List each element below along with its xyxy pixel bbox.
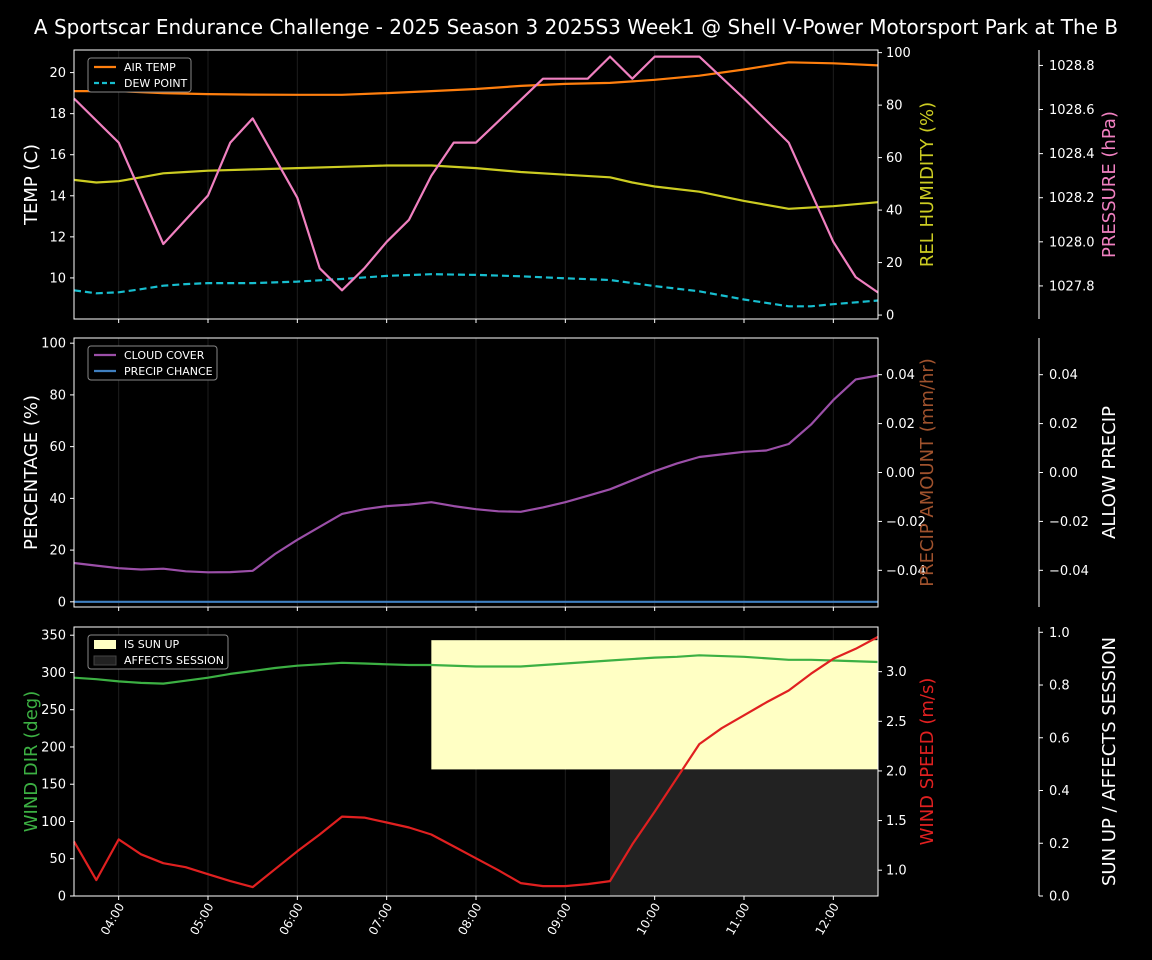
y-tick-label: 150 (41, 778, 66, 793)
y-tick-label: 10 (49, 271, 66, 286)
legend-label: IS SUN UP (124, 638, 180, 651)
y-axis-label: PERCENTAGE (%) (21, 395, 42, 550)
y3-axis-label: PRESSURE (hPa) (1099, 111, 1120, 258)
y3-tick-label: 0.0 (1049, 890, 1070, 905)
x-tick-label: 10:00 (634, 901, 663, 938)
y-tick-label: 40 (49, 492, 66, 507)
y3-tick-label: 1.0 (1049, 626, 1070, 641)
legend-label: AIR TEMP (124, 61, 176, 74)
x-tick-label: 11:00 (723, 901, 752, 938)
y3-tick-label: 1028.6 (1049, 103, 1095, 118)
x-tick-label: 05:00 (187, 901, 216, 938)
legend-label: AFFECTS SESSION (124, 654, 224, 667)
legend-label: PRECIP CHANCE (124, 365, 213, 378)
series-air-temp (74, 61, 879, 96)
y2-tick-label: 20 (886, 256, 903, 271)
y3-tick-label: 1028.4 (1049, 147, 1095, 162)
y3-tick-label: 1028.8 (1049, 59, 1095, 74)
y2-tick-label: 2.5 (886, 715, 907, 730)
y2-tick-label: 40 (886, 204, 903, 219)
y-tick-label: 0 (58, 890, 66, 905)
y2-tick-label: 0.02 (886, 417, 915, 432)
series-dew-point (73, 273, 879, 308)
series-rel-humidity (73, 164, 879, 210)
y-tick-label: 350 (41, 629, 66, 644)
y2-axis-label: REL HUMIDITY (%) (917, 102, 938, 267)
y-tick-label: 12 (49, 230, 66, 245)
y3-tick-label: 1028.2 (1049, 191, 1095, 206)
region-affects-session (610, 769, 878, 896)
x-tick-label: 08:00 (455, 901, 484, 938)
y2-tick-label: 0.04 (886, 368, 915, 383)
y-tick-label: 20 (49, 66, 66, 81)
y2-tick-label: −0.04 (886, 564, 926, 579)
y2-tick-label: 80 (886, 99, 903, 114)
series-pressure (73, 55, 879, 294)
legend-label: DEW POINT (124, 77, 188, 90)
y2-tick-label: 1.0 (886, 864, 907, 879)
y3-tick-label: 0.02 (1049, 417, 1078, 432)
y2-tick-label: 60 (886, 151, 903, 166)
x-tick-label: 07:00 (366, 901, 395, 938)
y2-tick-label: 0.00 (886, 466, 915, 481)
y3-tick-label: 0.6 (1049, 731, 1070, 746)
chart-title: A Sportscar Endurance Challenge - 2025 S… (34, 15, 1118, 39)
x-tick-label: 04:00 (98, 901, 127, 938)
y2-tick-label: −0.02 (886, 515, 926, 530)
y-tick-label: 100 (41, 337, 66, 352)
panel-temperature: 10 12 14 16 18 20 0 20 40 60 80 100 1027.8 1028.0 1028… (21, 46, 1120, 323)
y3-tick-label: 0.8 (1049, 679, 1070, 694)
x-tick-label: 12:00 (813, 901, 842, 938)
y2-axis-label: WIND SPEED (m/s) (917, 678, 938, 846)
x-tick-label: 06:00 (277, 901, 306, 938)
chart-panels: 1012141618200204060801001027.81028.01028… (21, 46, 1120, 937)
y3-tick-label: 0.4 (1049, 784, 1070, 799)
y2-tick-label: 3.0 (886, 665, 907, 680)
y-tick-label: 80 (49, 388, 66, 403)
legend-swatch (93, 655, 117, 666)
series-cloud-cover (73, 374, 879, 574)
y3-tick-label: 0.2 (1049, 837, 1070, 852)
y-tick-label: 60 (49, 440, 66, 455)
y-tick-label: 300 (41, 666, 66, 681)
series-wind-dir (73, 654, 879, 685)
legend: CLOUD COVER PRECIP CHANCE (87, 345, 218, 381)
y2-tick-label: 2.0 (886, 764, 907, 779)
y2-tick-label: 100 (886, 46, 911, 61)
y3-axis-label: SUN UP / AFFECTS SESSION (1099, 637, 1120, 886)
y-axis-label: TEMP (C) (21, 144, 42, 226)
y3-tick-label: −0.04 (1049, 564, 1089, 579)
y2-tick-label: 1.5 (886, 814, 907, 829)
legend-label: CLOUD COVER (124, 349, 205, 362)
y3-tick-label: −0.02 (1049, 515, 1089, 530)
x-tick-label: 09:00 (545, 901, 574, 938)
region-is-sun-up (431, 640, 878, 770)
y2-tick-label: 0 (886, 309, 894, 324)
y-axis-label: WIND DIR (deg) (21, 691, 42, 833)
y3-tick-label: 1028.0 (1049, 235, 1095, 250)
legend-frame (87, 345, 218, 381)
legend: AIR TEMP DEW POINT (87, 57, 192, 93)
y2-axis-label: PRECIP AMOUNT (mm/hr) (917, 358, 938, 587)
y3-axis-label: ALLOW PRECIP (1099, 406, 1120, 539)
legend-swatch (94, 640, 116, 649)
y3-tick-label: 0.04 (1049, 368, 1078, 383)
panel-wind: 0 50 100 150 200 250 300 350 1.0 1.5 2.0 2.5 3.0 0.0 0… (21, 626, 1120, 938)
y3-tick-label: 1027.8 (1049, 279, 1095, 294)
y-tick-label: 16 (49, 148, 66, 163)
y-tick-label: 20 (49, 544, 66, 559)
y-tick-label: 100 (41, 815, 66, 830)
legend: IS SUN UP AFFECTS SESSION (87, 634, 229, 670)
y-tick-label: 18 (49, 107, 66, 122)
y-tick-label: 200 (41, 740, 66, 755)
y3-tick-label: 0.00 (1049, 466, 1078, 481)
panel-precipitation: 0 20 40 60 80 100 −0.04 −0.02 0.00 0.02 0.04 −0.04 −… (21, 337, 1120, 611)
y-tick-label: 14 (49, 189, 66, 204)
series-wind-speed (73, 635, 879, 889)
y-tick-label: 250 (41, 703, 66, 718)
y-tick-label: 50 (49, 852, 66, 867)
legend-frame (87, 634, 229, 670)
y-tick-label: 0 (58, 595, 66, 610)
